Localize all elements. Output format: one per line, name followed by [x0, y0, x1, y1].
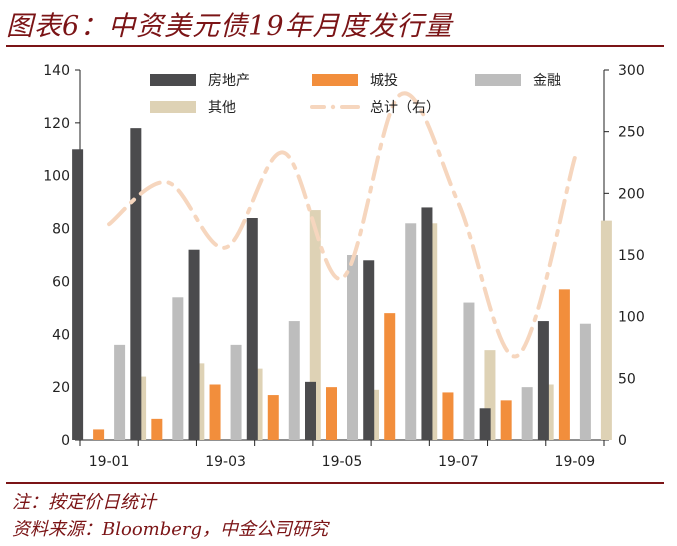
bar-金融-19-01: [114, 344, 126, 440]
y-right-tick-label: 250: [618, 125, 645, 141]
bar-城投-19-02: [151, 418, 163, 440]
bar-房地产-19-09: [537, 321, 549, 440]
source-note: 资料来源：Bloomberg，中金公司研究: [12, 519, 329, 540]
y-left-tick-label: 80: [52, 222, 70, 238]
y-right-tick-label: 0: [618, 433, 627, 449]
bar-房地产-19-04: [246, 218, 258, 440]
legend-swatch-dot: [330, 104, 336, 110]
legend-label: 其他: [208, 100, 236, 116]
bar-城投-19-07: [442, 392, 454, 440]
legend-label: 房地产: [208, 73, 250, 89]
chart-title: 图表6：中资美元债19年月度发行量: [6, 11, 453, 42]
legend-swatch-房地产: [150, 74, 196, 86]
y-left-tick-label: 0: [61, 433, 70, 449]
y-right-tick-label: 150: [618, 248, 645, 264]
y-left-tick-label: 20: [52, 380, 70, 396]
legend-swatch-金融: [475, 74, 521, 86]
legend-label: 金融: [533, 73, 561, 89]
bar-房地产-19-05: [305, 381, 316, 440]
bar-城投-19-06: [384, 313, 396, 440]
monthly-issuance-chart: 0 20 40 60 80 100 120 140 0 50 100 150 200 250 300 19-0…: [43, 63, 645, 470]
total-line: [107, 91, 577, 359]
y-right-tick-label: 100: [618, 310, 645, 326]
bar-金融-19-09: [579, 323, 591, 440]
bar-房地产-19-03: [188, 249, 200, 440]
bar-金融-19-05: [347, 255, 358, 440]
bar-其他-19-04: [309, 210, 321, 440]
bar-其他-19-09: [600, 220, 612, 440]
y-right-tick-label: 200: [618, 186, 645, 202]
bar-城投-19-03: [209, 384, 221, 440]
bar-城投-19-01: [93, 429, 105, 440]
footnote: 注：按定价日统计: [12, 492, 156, 513]
bar-城投-19-05: [326, 387, 337, 440]
bar-房地产-19-08: [479, 408, 491, 440]
bar-城投-19-09: [558, 289, 570, 440]
bar-房地产-19-06: [363, 260, 375, 440]
bar-城投-19-08: [500, 400, 512, 440]
legend-swatch-城投: [312, 74, 358, 86]
x-tick-label: 19-05: [322, 454, 363, 470]
x-tick-label: 19-07: [438, 454, 479, 470]
bar-金融-19-03: [230, 344, 242, 440]
bar-房地产-19-02: [130, 128, 142, 440]
x-tick-label: 19-03: [205, 454, 246, 470]
legend-swatch-其他: [150, 101, 196, 113]
y-left-tick-label: 100: [43, 169, 70, 185]
y-left-tick-label: 60: [52, 274, 70, 290]
bar-城投-19-04: [267, 395, 279, 440]
legend-label: 城投: [370, 73, 398, 89]
title-divider: [6, 45, 664, 47]
bar-金融-19-04: [288, 321, 300, 440]
bar-金融-19-06: [405, 223, 417, 440]
bar-房地产-19-01: [72, 149, 84, 440]
bar-金融-19-02: [172, 297, 184, 440]
y-right-tick-label: 300: [618, 63, 645, 79]
y-left-tick-label: 40: [52, 327, 70, 343]
legend-label: 总计（右）: [370, 100, 440, 116]
bar-金融-19-08: [521, 387, 533, 440]
y-right-tick-label: 50: [618, 371, 636, 387]
x-tick-label: 19-01: [89, 454, 130, 470]
bar-其他-19-07: [484, 350, 496, 440]
bar-金融-19-07: [463, 302, 475, 440]
footer-divider: [6, 482, 664, 484]
x-tick-label: 19-09: [555, 454, 596, 470]
y-left-tick-label: 140: [43, 63, 70, 79]
y-left-tick-label: 120: [43, 116, 70, 132]
bar-房地产-19-07: [421, 207, 433, 440]
